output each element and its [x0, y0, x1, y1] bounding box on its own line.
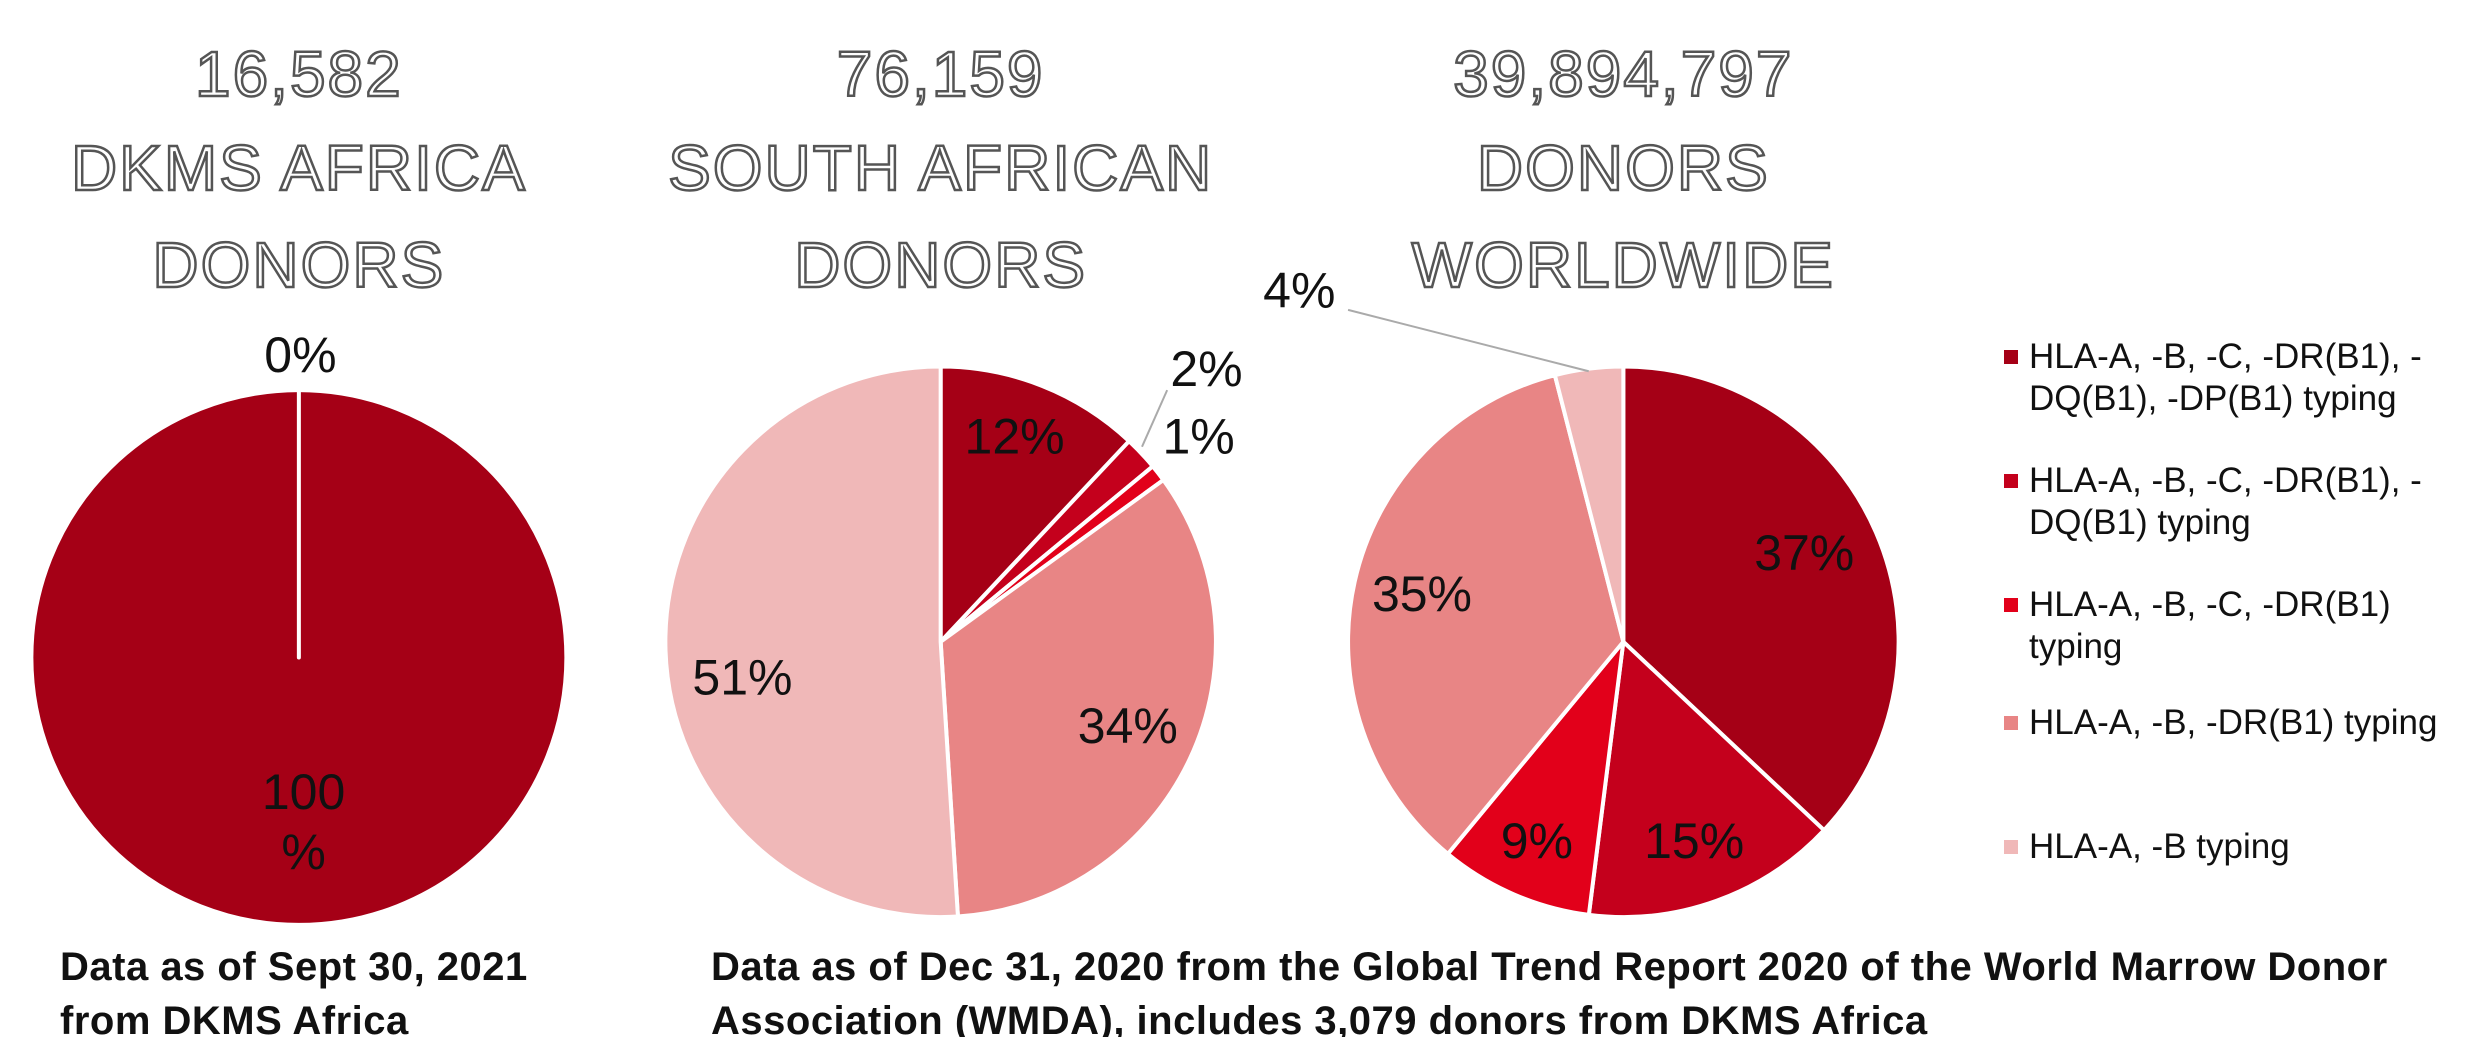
value-label: 51% — [692, 649, 792, 705]
leader-line — [1141, 389, 1169, 448]
legend-swatch — [2004, 350, 2018, 364]
note: Data as of Sept 30, 2021 from DKMS Afric… — [60, 945, 528, 1037]
chart-title: SOUTH AFRICAN — [668, 132, 1213, 204]
legend-label: HLA-A, -B, -C, -DR(B1), -DQ(B1) typing — [2029, 461, 2422, 542]
leader-line — [1347, 308, 1589, 373]
value-label: 4% — [1263, 262, 1335, 318]
legend-swatch — [2004, 716, 2018, 730]
pie-slice — [938, 477, 1218, 919]
value-label: 15% — [1644, 813, 1744, 869]
value-label: 9% — [1501, 813, 1573, 869]
value-label: 0% — [264, 327, 336, 383]
chart-title: DKMS AFRICA — [71, 132, 527, 204]
legend-label: HLA-A, -B, -DR(B1) typing — [2029, 703, 2438, 742]
chart-title: DONORS — [152, 229, 445, 301]
legend-label: HLA-A, -B, -C, -DR(B1) typing — [2029, 585, 2391, 666]
legend-label: HLA-A, -B, -C, -DR(B1), -DQ(B1), -DP(B1)… — [2029, 337, 2422, 418]
pie-slice — [1586, 639, 1826, 919]
value-label: 100% — [262, 764, 345, 880]
pie-slice — [938, 364, 1132, 644]
value-label: 12% — [965, 409, 1065, 465]
legend-swatch — [2004, 840, 2018, 854]
legend-label: HLA-A, -B typing — [2029, 827, 2290, 866]
chart-title: 76,159 — [837, 38, 1045, 110]
value-label: 35% — [1372, 566, 1472, 622]
chart-title: DONORS — [1477, 132, 1770, 204]
value-label: 37% — [1754, 525, 1854, 581]
chart-title: WORLDWIDE — [1412, 229, 1835, 301]
chart-title: 39,894,797 — [1453, 38, 1793, 110]
pie-slice — [1445, 639, 1626, 917]
value-label: 1% — [1162, 409, 1234, 465]
pie-slice — [1346, 373, 1626, 856]
legend-swatch — [2004, 474, 2018, 488]
chart-title: DONORS — [794, 229, 1087, 301]
pie-slice — [663, 364, 960, 920]
pie-slice — [1621, 364, 1901, 833]
value-label: 2% — [1170, 341, 1242, 397]
value-label: 34% — [1078, 698, 1178, 754]
pie-slice — [1552, 364, 1626, 644]
legend-swatch — [2004, 598, 2018, 612]
note: Data as of Dec 31, 2020 from the Global … — [711, 945, 2388, 1037]
chart-title: 16,582 — [195, 38, 403, 110]
